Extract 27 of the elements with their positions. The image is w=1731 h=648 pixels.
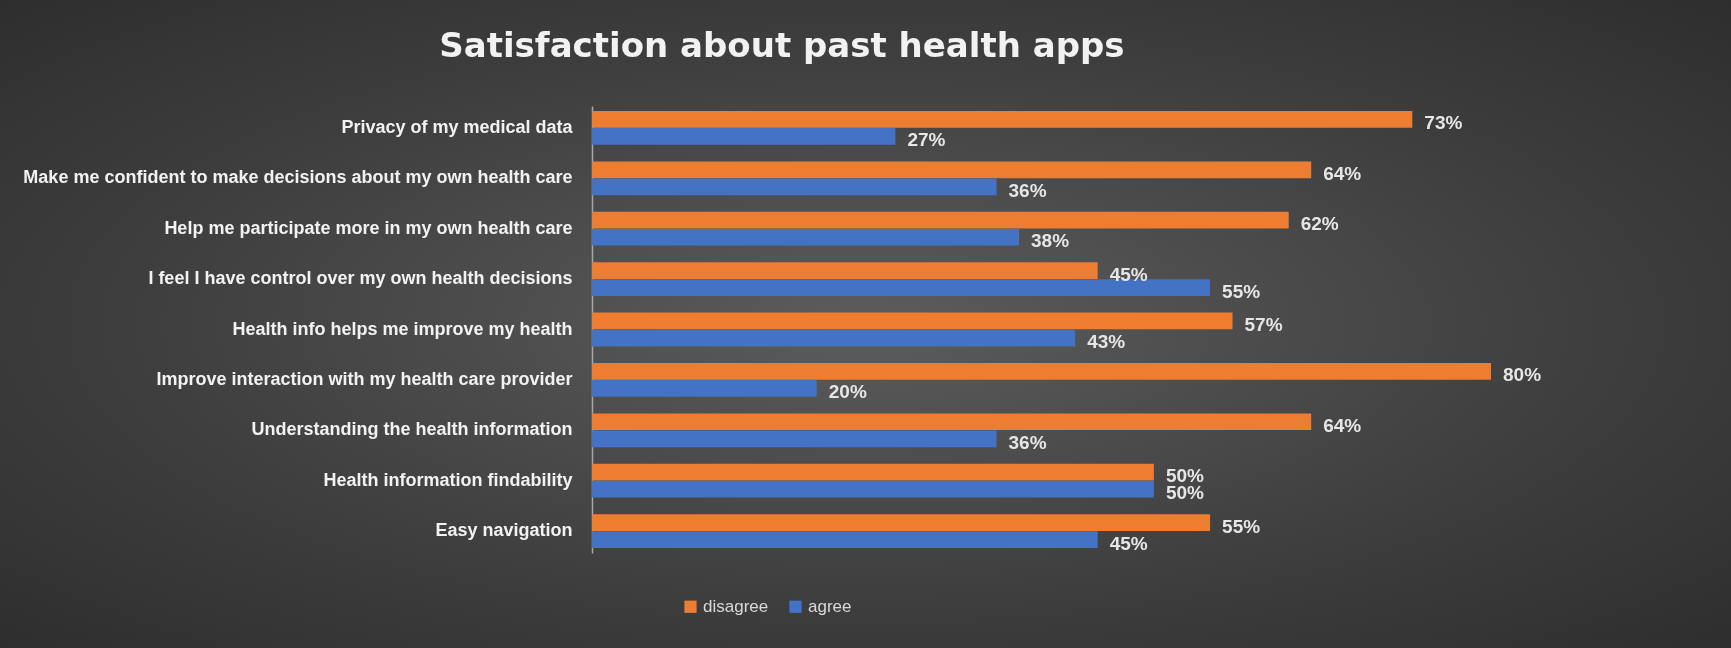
data-label: 57% xyxy=(1244,313,1283,335)
data-label: 62% xyxy=(1300,213,1339,235)
data-label: 36% xyxy=(1008,431,1047,453)
chart-title: Satisfaction about past health apps xyxy=(439,25,1125,65)
data-label: 38% xyxy=(1031,230,1070,252)
y-tick-label: Understanding the health information xyxy=(251,419,573,440)
y-tick-label: Health information findability xyxy=(323,469,573,490)
y-tick-label: Help me participate more in my own health care xyxy=(164,217,573,238)
y-tick-label: Health info helps me improve my health xyxy=(232,318,573,339)
data-label: 80% xyxy=(1503,364,1542,386)
data-label: 64% xyxy=(1323,162,1362,184)
data-label: 55% xyxy=(1222,515,1261,537)
y-tick-label: Improve interaction with my health care provider xyxy=(156,368,573,389)
data-label: 64% xyxy=(1323,414,1362,436)
y-tick-label: I feel I have control over my own health decisions xyxy=(148,268,573,289)
data-label: 27% xyxy=(907,129,946,151)
y-tick-label: Privacy of my medical data xyxy=(341,116,574,137)
data-label: 20% xyxy=(828,381,867,403)
data-label: 55% xyxy=(1222,280,1261,302)
legend-label: agree xyxy=(808,596,852,616)
data-label: 36% xyxy=(1008,179,1047,201)
legend-label: disagree xyxy=(703,596,769,616)
y-tick-label: Easy navigation xyxy=(435,520,573,541)
data-label: 45% xyxy=(1109,532,1148,554)
data-label: 73% xyxy=(1424,112,1463,134)
data-label: 43% xyxy=(1087,331,1126,353)
y-tick-label: Make me confident to make decisions about my own health care xyxy=(23,167,573,188)
